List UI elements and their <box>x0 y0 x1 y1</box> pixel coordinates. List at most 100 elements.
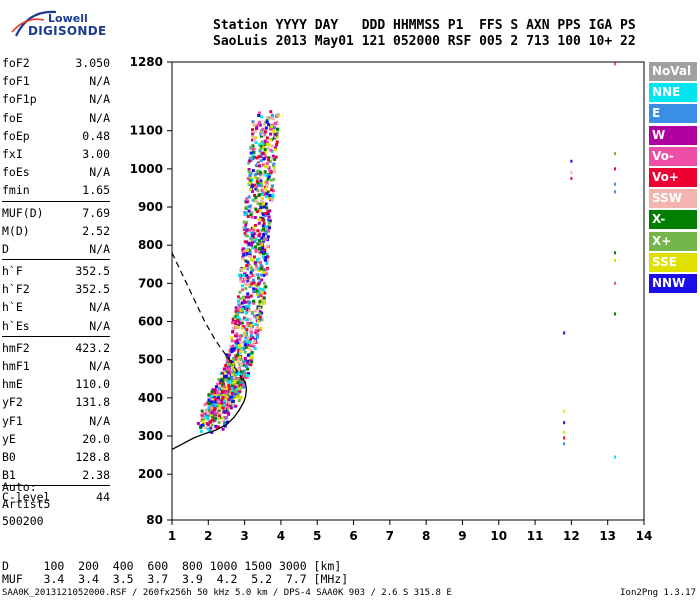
echo-point <box>266 146 270 150</box>
echo-point <box>247 281 251 285</box>
param-separator <box>2 335 110 337</box>
echo-point <box>257 183 261 187</box>
echo-point <box>256 189 260 193</box>
echo-point <box>239 349 243 353</box>
echo-point <box>266 255 270 259</box>
echo-point <box>211 404 215 408</box>
echo-point <box>225 353 229 357</box>
echo-point <box>229 406 233 410</box>
echo-point <box>223 409 227 413</box>
echo-point <box>260 163 264 167</box>
param-value: N/A <box>89 165 110 180</box>
y-tick-label: 200 <box>138 467 163 481</box>
echo-point <box>257 120 261 124</box>
echo-point <box>226 403 230 407</box>
echo-point <box>207 401 211 405</box>
echo-point <box>253 347 257 351</box>
echo-point <box>257 247 261 251</box>
echo-point <box>199 419 203 423</box>
echo-point <box>252 150 256 154</box>
echo-point <box>215 403 219 407</box>
echo-point <box>235 332 239 336</box>
echo-point <box>230 362 234 366</box>
echo-point <box>244 345 248 349</box>
echo-point <box>242 220 246 224</box>
echo-point <box>240 268 244 272</box>
echo-point <box>226 360 230 364</box>
echo-point <box>248 187 252 191</box>
echo-point <box>238 305 242 309</box>
echo-point <box>236 353 240 357</box>
echo-point <box>258 149 262 153</box>
echo-point <box>262 296 266 300</box>
echo-point <box>237 299 241 303</box>
x-tick-label: 6 <box>349 529 357 543</box>
echo-point <box>247 168 251 172</box>
echo-point <box>258 123 262 127</box>
param-name: yF1 <box>2 413 23 428</box>
echo-point <box>217 384 221 388</box>
echo-point <box>221 377 225 381</box>
echo-point <box>231 399 235 403</box>
param-value: 3.00 <box>82 146 110 161</box>
echo-point <box>264 285 268 289</box>
echo-point <box>242 373 246 377</box>
echo-point <box>244 336 248 340</box>
echo-point <box>272 130 276 134</box>
echo-point <box>245 228 249 232</box>
echo-point <box>200 409 204 413</box>
echo-point <box>252 183 256 187</box>
echo-point <box>250 215 254 219</box>
scaled-parameters-panel: foF2 3.050 foF1 N/A foF1p N/A foE N/A foEp 0.48 fx… <box>2 54 110 507</box>
x-tick-label: 13 <box>599 529 616 543</box>
echo-point <box>271 197 275 201</box>
echo-point <box>248 317 252 321</box>
echo-point <box>225 402 229 406</box>
echo-point <box>257 257 261 261</box>
echo-point <box>272 169 276 173</box>
echo-point <box>236 295 240 299</box>
echo-point <box>269 132 273 136</box>
param-row: foF1p N/A <box>2 90 110 108</box>
echo-point <box>263 301 267 305</box>
echo-point <box>267 215 271 219</box>
echo-point <box>244 364 248 368</box>
y-tick-label: 80 <box>146 513 163 527</box>
echo-point <box>230 376 234 380</box>
echo-point <box>246 267 250 271</box>
echo-point <box>222 369 226 373</box>
param-row: h`F 352.5 <box>2 262 110 280</box>
echo-point <box>234 322 238 326</box>
echo-point <box>269 138 273 142</box>
echo-point <box>246 260 250 264</box>
echo-point <box>225 400 229 404</box>
echo-point <box>226 377 230 381</box>
echo-point <box>222 385 226 389</box>
echo-point <box>237 368 241 372</box>
echo-point <box>228 392 232 396</box>
echo-point <box>265 252 269 256</box>
param-name: foE <box>2 110 23 125</box>
echo-point <box>224 393 228 397</box>
param-value: N/A <box>89 92 110 107</box>
echo-point <box>243 249 247 253</box>
param-row: h`F2 352.5 <box>2 280 110 298</box>
echo-point <box>254 315 258 319</box>
echo-point <box>267 158 271 162</box>
echo-point <box>256 273 260 277</box>
echo-point <box>238 290 242 294</box>
echo-point <box>275 131 279 135</box>
echo-point <box>258 302 262 306</box>
echo-point <box>250 243 254 247</box>
echo-point <box>248 181 252 185</box>
echo-point <box>275 135 279 139</box>
echo-point <box>264 229 268 233</box>
echo-point <box>256 267 260 271</box>
echo-point <box>242 274 246 278</box>
echo-point <box>261 151 265 155</box>
echo-point <box>202 419 206 423</box>
echo-point <box>262 132 266 136</box>
echo-point <box>267 143 271 147</box>
echo-point <box>241 325 245 329</box>
echo-point <box>253 175 257 179</box>
